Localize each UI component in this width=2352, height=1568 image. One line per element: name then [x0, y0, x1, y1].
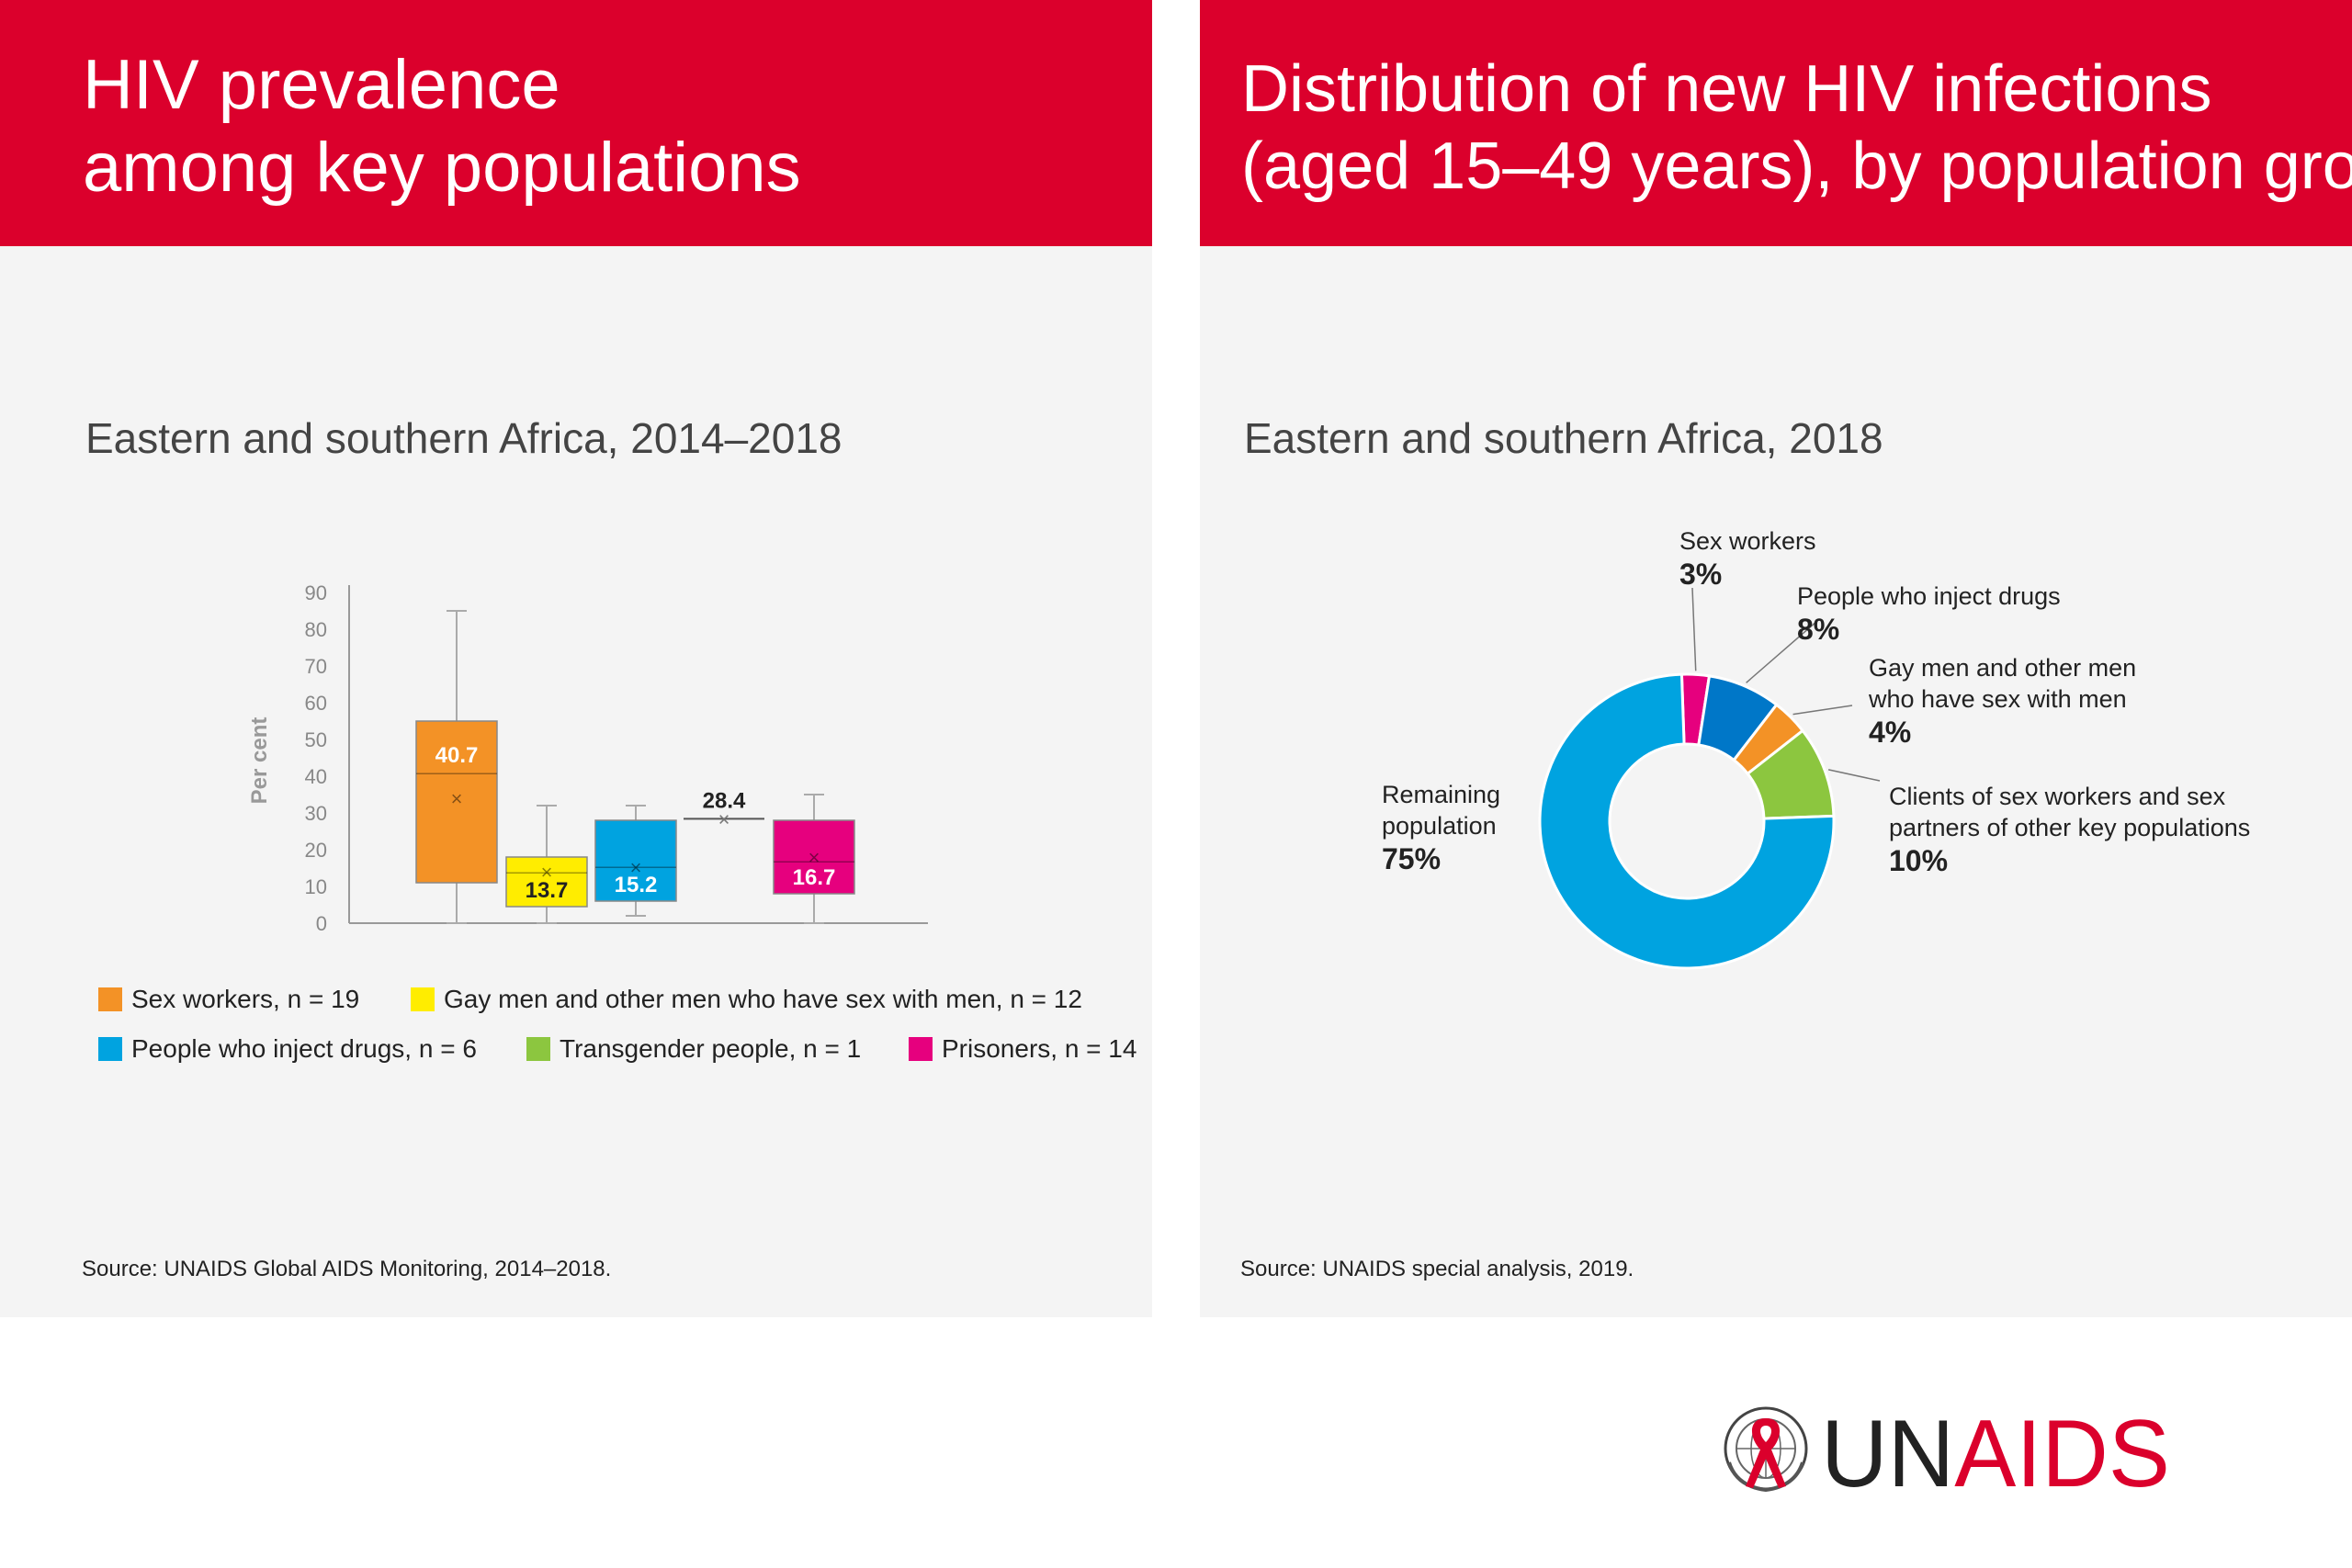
- legend-item-transgender: Transgender people, n = 1: [526, 1034, 861, 1064]
- legend-item-sex-workers: Sex workers, n = 19: [98, 985, 359, 1014]
- y-tick-label: 70: [305, 655, 327, 678]
- box-rect: [594, 819, 677, 902]
- y-tick-label: 80: [305, 618, 327, 641]
- legend-label-msm: Gay men and other men who have sex with …: [444, 985, 1082, 1013]
- box-value-label: 13.7: [526, 878, 569, 903]
- right-title: Distribution of new HIV infections (aged…: [1241, 51, 2352, 205]
- right-title-line2: (aged 15–49 years), by population group: [1241, 130, 2352, 203]
- legend-swatch-prisoners: [909, 1037, 933, 1061]
- un-emblem-icon: [1724, 1406, 1808, 1493]
- box-value-label: 28.4: [703, 788, 746, 813]
- legend-swatch-transgender: [526, 1037, 550, 1061]
- left-banner: HIV prevalence among key populations: [0, 0, 1152, 246]
- legend-swatch-sex-workers: [98, 987, 122, 1011]
- box-mean-marker: ×: [718, 807, 730, 830]
- logo-text: UNAIDS: [1821, 1401, 2170, 1499]
- y-tick-label: 30: [305, 802, 327, 825]
- box-mean-marker: ×: [541, 861, 553, 884]
- y-tick-label: 0: [316, 912, 327, 935]
- box-rect: [415, 720, 498, 884]
- box-mean-marker: ×: [808, 846, 820, 869]
- left-title-line2: among key populations: [83, 129, 801, 207]
- box-mean-marker: ×: [451, 787, 463, 810]
- legend-label-pwid: People who inject drugs, n = 6: [131, 1034, 477, 1063]
- unaids-logo: UNAIDS: [1724, 1401, 2170, 1499]
- box-group: ×28.4: [684, 788, 764, 830]
- box-group: ×13.7: [505, 805, 588, 924]
- legend-swatch-msm: [411, 987, 435, 1011]
- donut-label: Sex workers 3%: [1679, 527, 1816, 591]
- box-group: × 40.7: [415, 610, 498, 924]
- y-tick-label: 90: [305, 581, 327, 604]
- y-tick-label: 60: [305, 692, 327, 715]
- y-tick-label: 40: [305, 765, 327, 788]
- legend-item-pwid: People who inject drugs, n = 6: [98, 1034, 477, 1064]
- right-subtitle: Eastern and southern Africa, 2018: [1244, 414, 1883, 462]
- box-value-label: 40.7: [435, 743, 479, 768]
- donut-leader-line: [1746, 620, 1818, 683]
- legend-item-prisoners: Prisoners, n = 14: [909, 1034, 1136, 1064]
- donut-chart: Sex workers 3%People who inject drugs 8% Ga…: [1382, 527, 2250, 970]
- left-subtitle: Eastern and southern Africa, 2014–2018: [85, 414, 842, 462]
- right-banner: Distribution of new HIV infections (aged…: [1200, 0, 2352, 246]
- left-panel: HIV prevalence among key populations Eas…: [0, 0, 1152, 1317]
- legend-swatch-pwid: [98, 1037, 122, 1061]
- donut-leader-line: [1827, 769, 1881, 782]
- box-rect: [773, 819, 855, 895]
- donut-leader-line: [1691, 587, 1697, 671]
- left-source: Source: UNAIDS Global AIDS Monitoring, 2…: [82, 1257, 612, 1281]
- box-group: ×16.7: [773, 794, 855, 924]
- y-tick-label: 50: [305, 728, 327, 751]
- donut-label: Gay men and other men who have sex with m…: [1868, 654, 2136, 749]
- left-title-line1: HIV prevalence: [83, 46, 560, 124]
- legend-item-msm: Gay men and other men who have sex with …: [411, 985, 1082, 1014]
- box-mean-marker: ×: [630, 856, 642, 879]
- legend-label-prisoners: Prisoners, n = 14: [942, 1034, 1137, 1063]
- y-tick-label: 10: [305, 875, 327, 898]
- box-value-label: 16.7: [793, 865, 836, 890]
- left-title: HIV prevalence among key populations: [83, 44, 801, 209]
- donut-label: People who inject drugs 8%: [1797, 582, 2061, 646]
- y-axis-label: Per cent: [247, 717, 272, 805]
- donut-label: Clients of sex workers and sex partners o…: [1889, 783, 2250, 877]
- box-group: ×15.2: [594, 805, 677, 917]
- y-tick-label: 20: [305, 839, 327, 862]
- right-source: Source: UNAIDS special analysis, 2019.: [1240, 1257, 1634, 1281]
- donut-slice: [1538, 672, 1836, 970]
- legend-label-transgender: Transgender people, n = 1: [560, 1034, 862, 1063]
- box-rect: [505, 856, 588, 908]
- donut-label: Remaining population 75%: [1382, 781, 1500, 875]
- right-title-line1: Distribution of new HIV infections: [1241, 52, 2212, 126]
- legend-label-sex-workers: Sex workers, n = 19: [131, 985, 360, 1013]
- donut-leader-line: [1792, 705, 1853, 716]
- right-panel: Distribution of new HIV infections (aged…: [1200, 0, 2352, 1317]
- box-value-label: 15.2: [615, 873, 658, 897]
